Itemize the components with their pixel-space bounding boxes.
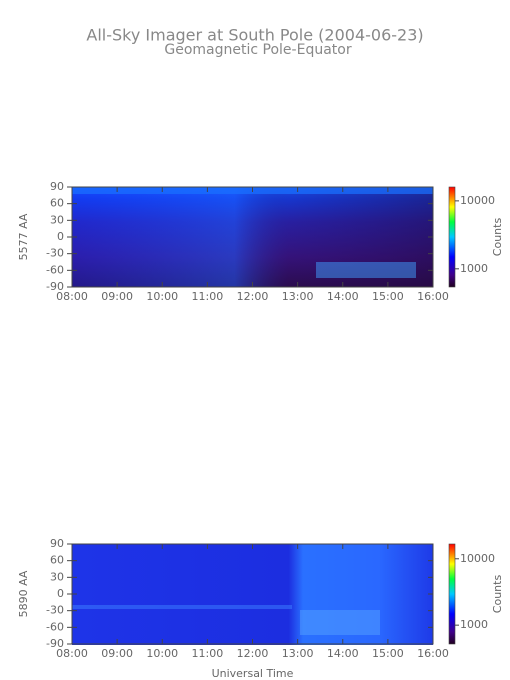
colorbar-tick-label: 10000 — [460, 194, 495, 207]
y-tick-label: -60 — [46, 620, 64, 633]
colorbar-tick-label: 1000 — [460, 618, 488, 631]
x-tick-label: 10:00 — [146, 290, 178, 303]
x-tick-label: 13:00 — [282, 290, 314, 303]
heatmap-image — [72, 187, 433, 645]
x-tick-label: 15:00 — [372, 647, 404, 660]
y-tick-label: -90 — [46, 637, 64, 650]
y-tick-label: -30 — [46, 247, 64, 260]
x-tick-label: 16:00 — [417, 647, 449, 660]
y-tick-label: -60 — [46, 263, 64, 276]
x-axis-label: Universal Time — [212, 667, 294, 680]
colorbar-tick-label: 10000 — [460, 552, 495, 565]
x-tick-label: 11:00 — [192, 647, 224, 660]
colorbar — [448, 186, 456, 288]
x-tick-label: 08:00 — [56, 290, 88, 303]
y-tick-label: 60 — [50, 554, 64, 567]
x-tick-label: 11:00 — [192, 290, 224, 303]
x-tick-label: 16:00 — [417, 290, 449, 303]
y-tick-label: -30 — [46, 604, 64, 617]
y-tick-label: 90 — [50, 537, 64, 550]
y-tick-label: 90 — [50, 180, 64, 193]
x-tick-label: 12:00 — [237, 290, 269, 303]
y-tick-label: 30 — [50, 213, 64, 226]
y-tick-label: -90 — [46, 280, 64, 293]
x-tick-label: 08:00 — [56, 647, 88, 660]
chart-subtitle: Geomagnetic Pole-Equator — [164, 42, 351, 58]
y-axis-label: 5577 AA — [17, 213, 30, 260]
x-tick-label: 13:00 — [282, 647, 314, 660]
x-tick-label: 09:00 — [101, 290, 133, 303]
x-tick-label: 14:00 — [327, 290, 359, 303]
y-tick-label: 60 — [50, 197, 64, 210]
colorbar-label: Counts — [491, 218, 504, 257]
y-tick-label: 30 — [50, 570, 64, 583]
y-tick-label: 0 — [57, 230, 64, 243]
y-tick-label: 0 — [57, 587, 64, 600]
chart-title: All-Sky Imager at South Pole (2004-06-23… — [86, 26, 423, 45]
colorbar-tick-label: 1000 — [460, 262, 488, 275]
x-tick-label: 15:00 — [372, 290, 404, 303]
x-tick-label: 09:00 — [101, 647, 133, 660]
x-tick-label: 10:00 — [146, 647, 178, 660]
x-tick-label: 14:00 — [327, 647, 359, 660]
colorbar — [448, 543, 456, 645]
colorbar-label: Counts — [491, 575, 504, 614]
x-tick-label: 12:00 — [237, 647, 269, 660]
y-axis-label: 5890 AA — [17, 570, 30, 617]
